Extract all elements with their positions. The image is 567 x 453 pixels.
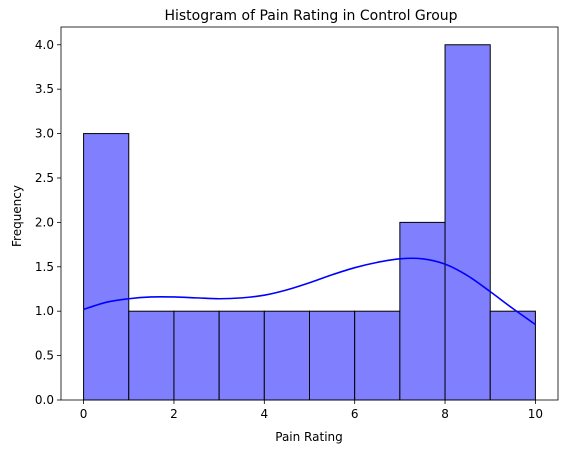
x-tick-label: 10 (528, 407, 543, 421)
y-axis-ticks: 0.0 0.5 1.0 1.5 2.0 2.5 3.0 3.5 4.0 (35, 38, 61, 407)
x-tick-label: 6 (351, 407, 359, 421)
y-tick-label: 1.5 (35, 260, 54, 274)
histogram-bar (173, 310, 220, 401)
histogram-bar (354, 310, 401, 401)
x-axis-ticks: 0 2 4 6 8 10 (80, 400, 543, 421)
y-axis-label: Frequency (10, 185, 24, 247)
y-tick-label: 4.0 (35, 38, 54, 52)
y-tick-label: 2.5 (35, 171, 54, 185)
kde-curve (83, 257, 536, 326)
histogram-bar (489, 310, 536, 401)
x-tick-label: 0 (80, 407, 88, 421)
x-tick-label: 8 (441, 407, 449, 421)
y-tick-label: 1.0 (35, 304, 54, 318)
histogram-bar (444, 44, 491, 401)
histogram-bar (218, 310, 265, 401)
y-tick-label: 0.5 (35, 349, 54, 363)
histogram-bars (83, 44, 536, 401)
y-tick-label: 3.5 (35, 82, 54, 96)
x-tick-label: 4 (260, 407, 268, 421)
histogram-bar (399, 221, 446, 401)
y-tick-label: 0.0 (35, 393, 54, 407)
x-tick-label: 2 (170, 407, 178, 421)
chart-title: Histogram of Pain Rating in Control Grou… (164, 8, 457, 24)
histogram-bar (309, 310, 356, 401)
y-tick-label: 2.0 (35, 215, 54, 229)
histogram-bar (83, 133, 130, 401)
x-axis-label: Pain Rating (275, 430, 343, 444)
y-tick-label: 3.0 (35, 127, 54, 141)
plot-frame (60, 26, 559, 401)
histogram-bar (263, 310, 310, 401)
histogram-bar (128, 310, 175, 401)
